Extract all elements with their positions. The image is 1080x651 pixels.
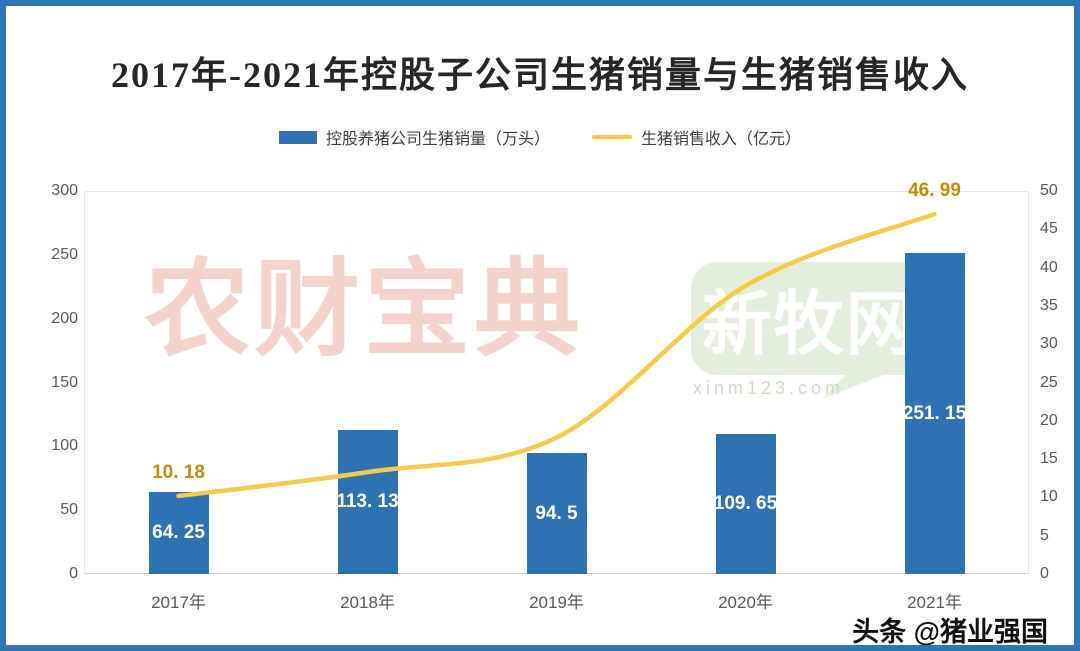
bar-value-label-2020年: 109. 65 [713, 493, 778, 514]
x-axis-label-2021年: 2021年 [907, 593, 962, 612]
right-axis-tick-45: 45 [1040, 220, 1058, 238]
bar-value-label-2021年: 251. 15 [902, 402, 967, 424]
watermark-nongcai-baodian: 农财宝典 [144, 251, 584, 369]
x-axis-label-2019年: 2019年 [529, 593, 584, 612]
chart-title: 2017年-2021年控股子公司生猪销量与生猪销售收入 [111, 55, 969, 95]
right-axis-tick-0: 0 [1040, 565, 1049, 582]
bar-2017年 [148, 491, 209, 574]
legend: 控股养猪公司生猪销量（万头） 生猪销售收入（亿元） [6, 125, 1074, 149]
x-axis-label-2017年: 2017年 [151, 593, 206, 612]
bar-value-label-2018年: 113. 13 [336, 490, 399, 512]
left-axis-tick-250: 250 [51, 245, 78, 263]
legend-bar-series-label: 控股养猪公司生猪销量（万头） [325, 131, 550, 148]
left-axis-tick-300: 300 [51, 182, 78, 199]
bar-value-label-2019年: 94. 5 [535, 502, 578, 524]
bar-series-swatch-icon [278, 130, 317, 144]
right-axis-tick-30: 30 [1040, 335, 1058, 353]
legend-item-line-series: 生猪销售收入（亿元） [592, 125, 801, 149]
right-axis-tick-40: 40 [1040, 258, 1058, 276]
right-axis-tick-35: 35 [1040, 296, 1058, 314]
left-axis-tick-200: 200 [51, 309, 78, 327]
watermark-toutiao-account: 头条 @猪业强国 [852, 617, 1048, 647]
legend-line-series-label: 生猪销售收入（亿元） [641, 131, 802, 148]
watermark-xinmu-url: xinm123.com [693, 378, 845, 398]
left-axis-tick-150: 150 [51, 373, 78, 391]
left-axis-tick-0: 0 [69, 565, 78, 582]
right-axis-tick-25: 25 [1040, 373, 1058, 391]
x-axis-label-2020年: 2020年 [718, 593, 773, 612]
right-axis-tick-5: 5 [1040, 526, 1049, 544]
line-value-label-2021年: 46. 99 [908, 180, 961, 202]
legend-item-bar-series: 控股养猪公司生猪销量（万头） [278, 125, 550, 149]
right-axis-tick-10: 10 [1040, 488, 1058, 506]
line-series-swatch-icon [592, 135, 632, 139]
bar-value-label-2017年: 64. 25 [152, 521, 205, 543]
line-value-label-2017年: 10. 18 [152, 462, 205, 484]
left-axis-tick-100: 100 [51, 437, 78, 455]
left-axis-tick-50: 50 [60, 501, 78, 519]
right-axis-tick-50: 50 [1040, 182, 1058, 199]
x-axis-label-2018年: 2018年 [340, 593, 395, 612]
right-axis-tick-15: 15 [1040, 450, 1058, 468]
watermark-xinmu-text: 新牧网 [701, 285, 918, 363]
right-axis-tick-20: 20 [1040, 411, 1058, 429]
watermark-xinmu-bubble: 新牧网 [691, 262, 928, 375]
